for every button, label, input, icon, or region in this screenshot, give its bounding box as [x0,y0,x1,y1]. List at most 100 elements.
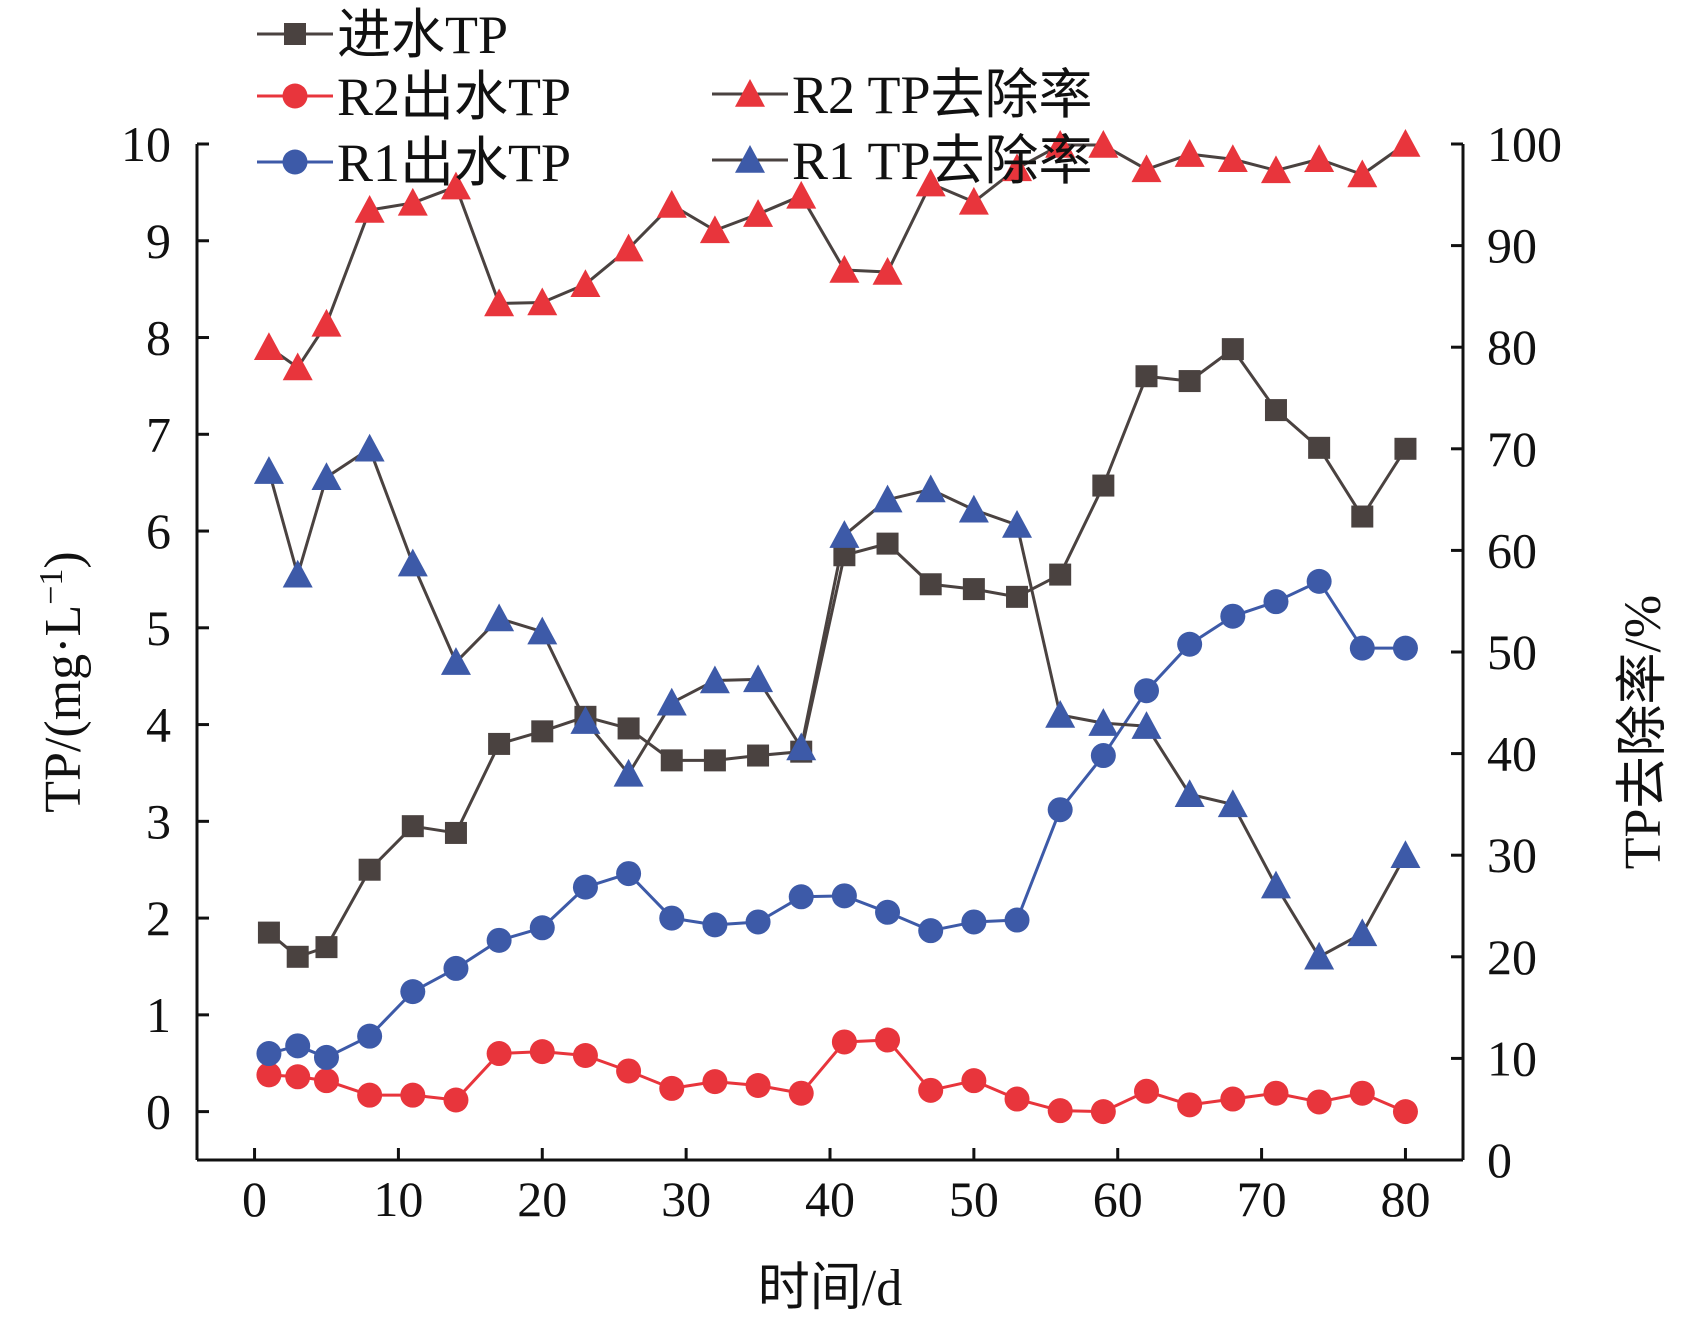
data-point-series-3 [1304,144,1335,172]
data-point-series-2 [1306,568,1332,594]
data-point-series-2 [1349,635,1375,661]
data-point-series-2 [443,955,469,981]
series-line-1 [268,1038,1407,1114]
data-point-series-4 [1347,918,1378,947]
data-point-series-0 [660,749,683,772]
y-left-tick-label: 8 [146,310,171,366]
y-left-tick-label: 5 [146,600,171,656]
y-left-axis-title-close: ) [35,551,92,568]
series-line-2 [268,579,1406,1059]
data-point-series-4 [1174,779,1205,807]
data-point-series-0 [962,578,985,601]
data-point-series-0 [444,821,467,844]
data-point-series-4 [1088,708,1119,736]
data-point-series-4 [1390,840,1421,868]
data-point-series-4 [786,732,817,761]
legend-label-1: R2出水TP [337,67,571,127]
y-left-tick-label: 0 [146,1084,171,1140]
data-point-series-1 [918,1077,944,1103]
y-right-tick-label: 60 [1487,522,1537,578]
series-line-3 [268,142,1407,370]
data-point-series-2 [400,979,426,1005]
data-point-series-4 [440,647,471,675]
data-point-series-4 [699,665,730,694]
data-point-series-1 [1306,1089,1332,1115]
data-point-series-1 [572,1042,598,1068]
data-point-series-2 [357,1023,383,1049]
data-point-series-3 [570,269,601,297]
data-point-series-2 [1220,603,1246,629]
data-point-series-4 [656,687,687,716]
data-point-series-3 [253,332,284,360]
data-point-series-3 [699,215,730,244]
data-point-series-1 [357,1082,383,1108]
data-point-series-2 [1004,907,1030,933]
data-point-series-0 [1394,437,1417,460]
y-right-tick-label: 100 [1487,116,1562,172]
data-point-series-3 [1088,130,1119,158]
data-point-series-1 [788,1080,814,1106]
data-point-series-2 [529,915,555,941]
data-point-series-2 [831,883,857,909]
data-point-series-2 [256,1041,282,1067]
data-point-series-1 [285,1064,311,1090]
legend-marker-0 [284,23,306,45]
data-point-series-4 [743,664,774,693]
data-point-series-1 [961,1068,987,1094]
data-point-series-2 [702,912,728,938]
data-point-series-2 [1047,797,1073,823]
y-left-tick-label: 6 [146,503,171,559]
data-point-series-3 [1045,130,1076,158]
data-point-series-3 [829,254,860,283]
data-point-series-0 [1135,365,1158,388]
data-point-series-0 [1351,505,1374,528]
data-point-series-0 [1178,370,1201,393]
data-point-series-0 [1049,563,1072,586]
data-point-series-1 [256,1062,282,1088]
data-point-series-4 [1131,711,1162,739]
y-left-tick-label: 4 [146,697,171,753]
data-point-series-1 [1004,1086,1030,1112]
y-right-tick-label: 10 [1487,1030,1537,1086]
data-point-series-4 [570,706,601,734]
data-point-series-4 [253,456,284,484]
series-lines [267,142,1407,1114]
y-left-axis-title: TP/(mg·L−1) [33,551,92,813]
data-point-series-1 [875,1027,901,1053]
series-markers [253,129,1421,1125]
data-point-series-0 [703,749,726,772]
data-point-series-1 [1177,1092,1203,1118]
data-point-series-0 [1264,399,1287,422]
legend-marker-1 [282,83,308,109]
data-point-series-2 [788,884,814,910]
data-point-series-3 [743,199,774,227]
axes: 0 10 20 30 40 50 60 70 8001234567891001020304050… [121,116,1562,1227]
data-point-series-4 [1002,510,1033,538]
legend-marker-4 [735,145,765,173]
x-tick-label: 40 [805,1171,855,1227]
x-tick-label: 20 [517,1171,567,1227]
data-point-series-3 [440,171,471,200]
y-left-tick-label: 10 [121,116,171,172]
data-point-series-4 [311,462,342,490]
y-right-tick-label: 40 [1487,726,1537,782]
data-point-series-0 [1092,474,1115,497]
data-point-series-4 [1045,699,1076,728]
legend-label-0: 进水TP [337,5,508,65]
data-point-series-3 [354,195,385,223]
data-point-series-0 [1006,585,1029,608]
data-point-series-3 [1347,159,1378,188]
legend-marker-3 [735,79,765,107]
data-point-series-3 [1131,154,1162,183]
data-point-series-2 [1090,743,1116,769]
data-point-series-1 [486,1041,512,1067]
data-point-series-1 [702,1069,728,1095]
x-tick-label: 80 [1380,1171,1430,1227]
data-point-series-4 [915,474,946,503]
data-point-series-2 [918,918,944,944]
data-point-series-1 [1392,1099,1418,1125]
data-point-series-0 [488,732,511,755]
y-left-tick-label: 2 [146,890,171,946]
data-point-series-2 [745,909,771,935]
